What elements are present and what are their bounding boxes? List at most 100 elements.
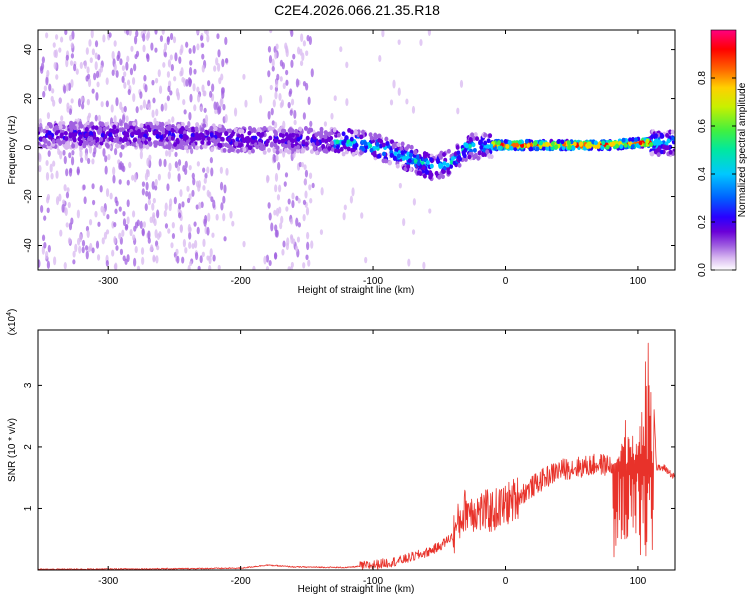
spectrogram-cell	[450, 156, 455, 161]
spectrogram-cell	[139, 220, 143, 230]
colorbar-label: Normalized spectral amplitude	[737, 82, 748, 217]
spectrogram-cell	[112, 174, 116, 184]
spectrogram-cell	[275, 149, 280, 155]
colorbar-tick-label: 0.0	[697, 263, 708, 277]
spectrogram-cell	[422, 173, 427, 179]
spectrogram-cell	[202, 238, 206, 248]
spectrogram-cell	[202, 123, 207, 128]
spectrogram-cell	[169, 90, 173, 96]
spectrogram-cell	[470, 132, 475, 138]
spectrogram-cell	[177, 159, 182, 166]
spectrogram-cell	[375, 142, 380, 147]
spectrogram-cell	[67, 201, 71, 209]
spectrogram-cell	[191, 127, 196, 133]
spectrogram-cell	[411, 229, 416, 235]
spectrogram-cell	[305, 207, 310, 216]
spectrogram-cell	[660, 133, 665, 139]
spectrogram-cell	[191, 243, 195, 249]
spectrogram-cell	[79, 149, 83, 158]
spectrogram-cell	[464, 143, 469, 149]
spectrogram-cell	[223, 184, 227, 194]
spectrogram-cell	[524, 138, 529, 144]
spectrogram-cell	[199, 35, 204, 42]
spectrogram-cell	[341, 151, 346, 157]
spectrogram-cell	[206, 189, 210, 197]
spectrogram-cell	[115, 136, 120, 141]
spectrogram-cell	[40, 67, 44, 74]
spectrogram-cell	[290, 59, 294, 68]
spectrogram-cell	[278, 184, 282, 193]
spectrogram-cell	[121, 229, 125, 237]
spectrogram-cell	[201, 251, 205, 257]
spectrogram-cell	[196, 161, 200, 167]
spectrogram-cell	[120, 127, 125, 132]
spectrogram-cell	[154, 129, 159, 135]
spectrogram-cell	[327, 136, 332, 142]
spectrogram-cell	[193, 104, 197, 112]
spectrogram-cell	[485, 144, 490, 150]
spectrogram-cell	[201, 64, 205, 73]
spectrogram-cell	[213, 101, 217, 111]
spectrogram-cell	[554, 144, 559, 150]
spectrogram-cell	[668, 149, 673, 155]
spectrogram-cell	[497, 145, 502, 151]
spectrogram-cell	[190, 136, 195, 142]
spectrogram-cell	[295, 148, 300, 154]
spectrogram-cell	[126, 55, 130, 63]
spectrogram-cell	[280, 138, 285, 144]
spectrogram-cell	[290, 132, 295, 138]
spectrogram-cell	[341, 140, 346, 146]
spectrogram-cell	[49, 163, 53, 173]
spectrogram-cell	[146, 157, 150, 167]
spectrogram-cell	[429, 163, 434, 169]
spectrogram-cell	[188, 79, 192, 88]
spectrogram-cell	[175, 137, 180, 143]
spectrogram-cell	[341, 131, 346, 137]
spectrogram-cell	[381, 30, 385, 38]
colorbar-tick-label: 0.2	[697, 215, 708, 229]
colorbar-frame	[710, 29, 737, 271]
colorbar-gradient	[711, 30, 736, 270]
spectrogram-cell	[180, 122, 185, 127]
spectrogram-cell	[115, 200, 119, 207]
spectrogram-cell	[211, 137, 216, 143]
spectrogram-cell	[143, 74, 147, 82]
spectrogram-cell	[193, 68, 197, 75]
spectrogram-cell	[139, 150, 143, 160]
spectrogram-cell	[47, 134, 52, 140]
spectrogram-cell	[295, 217, 299, 227]
spectrogram-cell	[113, 236, 117, 245]
spectrogram-cell	[211, 83, 215, 92]
spectrogram-cell	[227, 137, 232, 143]
spectrogram-cell	[78, 121, 83, 127]
spectrogram-cell	[273, 252, 278, 260]
spectrogram-cell	[489, 143, 494, 149]
spectrogram-cell	[52, 160, 56, 167]
spectrogram-cell	[89, 242, 93, 252]
spectrogram-cell	[194, 145, 199, 151]
spectrogram-cell	[231, 220, 235, 227]
spectrogram-cell	[154, 185, 158, 191]
spectrogram-cell	[262, 150, 267, 155]
spectrogram-cell	[127, 88, 131, 96]
spectrogram-cell	[267, 110, 271, 120]
spectrogram-cell	[268, 260, 272, 267]
spectrogram-cell	[172, 36, 177, 44]
spectrogram-cell	[212, 254, 216, 262]
spectrogram-cell	[242, 240, 246, 248]
spectrogram-cell	[457, 162, 462, 168]
spectrogram-cell	[304, 169, 309, 178]
spectrogram-cell	[221, 90, 225, 99]
spectrogram-cell	[52, 99, 56, 107]
spectrogram-cell	[162, 62, 166, 68]
spectrogram-cell	[397, 87, 401, 97]
spectrogram-cell	[314, 132, 319, 138]
spectrogram-cell	[212, 199, 216, 209]
spectrogram-cell	[119, 101, 123, 111]
spectrogram-cell	[192, 45, 196, 54]
spectrogram-cell	[199, 106, 203, 112]
spectrogram-cell	[195, 122, 200, 127]
spectrogram-cell	[402, 218, 406, 227]
spectrogram-cell	[449, 164, 454, 169]
spectrogram-cell	[178, 133, 183, 139]
